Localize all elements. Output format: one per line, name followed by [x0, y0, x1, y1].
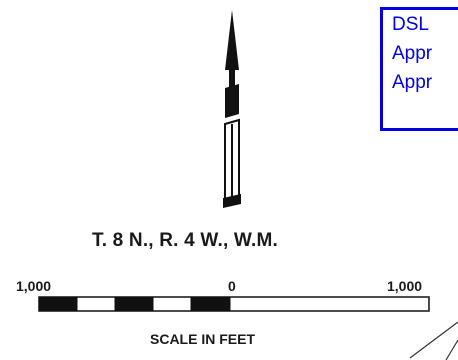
scale-units-label: SCALE IN FEET: [150, 331, 256, 347]
scale-left-label: 1,000: [16, 278, 52, 294]
legend-line-2: Appr: [392, 43, 433, 64]
township-range-label: T. 8 N., R. 4 W., W.M.: [92, 230, 278, 251]
legend-box: DSL Appr Appr: [380, 7, 458, 131]
legend-line-3: Appr: [392, 72, 433, 93]
north-arrow-icon: [223, 10, 241, 208]
boundary-line: [409, 321, 458, 360]
scale-bar: [38, 296, 430, 312]
legend-line-1: DSL: [392, 14, 429, 35]
scale-center-label: 0: [228, 278, 236, 294]
scale-right-label: 1,000: [387, 278, 423, 294]
